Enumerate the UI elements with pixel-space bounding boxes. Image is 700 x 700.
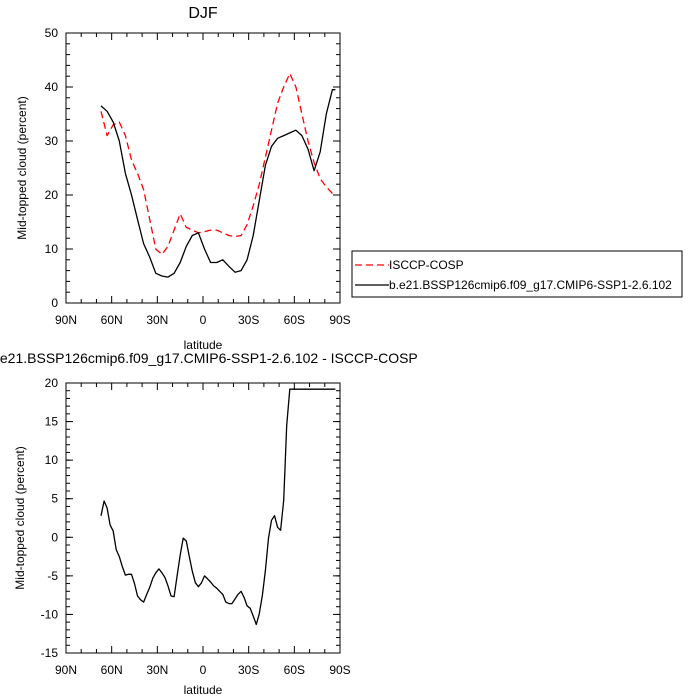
y-tick-label-1-6: 15 bbox=[45, 415, 59, 429]
x-tick-label-1-2: 30N bbox=[146, 663, 168, 677]
x-tick-label-0-5: 60S bbox=[284, 313, 305, 327]
series-line-0-0 bbox=[100, 72, 336, 256]
series-line-0-1 bbox=[100, 89, 336, 278]
y-tick-label-0-1: 10 bbox=[45, 242, 59, 256]
x-tick-label-1-5: 60S bbox=[284, 663, 305, 677]
top-chart-title: DJF bbox=[188, 5, 218, 22]
top-panel: DJF Mid-topped cloud (percent) latitude … bbox=[15, 5, 351, 352]
y-tick-label-1-4: 5 bbox=[51, 492, 58, 506]
y-tick-label-1-7: 20 bbox=[45, 376, 59, 390]
series-line-1-0 bbox=[100, 388, 336, 626]
plot-frame-0 bbox=[65, 32, 341, 304]
y-tick-label-1-0: -15 bbox=[41, 646, 59, 660]
x-tick-label-1-4: 30S bbox=[238, 663, 259, 677]
y-tick-label-0-0: 0 bbox=[51, 296, 58, 310]
legend-box bbox=[351, 250, 683, 298]
plot-frame-1 bbox=[65, 382, 341, 654]
legend-label-isccp: ISCCP-COSP bbox=[389, 258, 464, 272]
x-tick-label-0-2: 30N bbox=[146, 313, 168, 327]
top-plot-area: 90N 60N 30N 0 30S 60S 90S 0 10 20 30 40 50 bbox=[45, 26, 351, 327]
y-tick-label-1-1: -10 bbox=[41, 607, 59, 621]
bottom-panel: b.e21.BSSP126cmip6.f09_g17.CMIP6-SSP1-2.… bbox=[0, 350, 418, 697]
top-y-axis-label: Mid-topped cloud (percent) bbox=[15, 96, 29, 239]
x-tick-label-1-1: 60N bbox=[101, 663, 123, 677]
x-tick-label-1-6: 90S bbox=[329, 663, 350, 677]
bottom-y-axis-label: Mid-topped cloud (percent) bbox=[13, 446, 27, 589]
x-tick-label-0-4: 30S bbox=[238, 313, 259, 327]
x-tick-label-0-1: 60N bbox=[101, 313, 123, 327]
legend-label-model: b.e21.BSSP126cmip6.f09_g17.CMIP6-SSP1-2.… bbox=[389, 278, 672, 292]
x-tick-label-0-6: 90S bbox=[329, 313, 350, 327]
y-tick-label-0-3: 30 bbox=[45, 134, 59, 148]
bottom-plot-area: 90N 60N 30N 0 30S 60S 90S -15 -10 -5 0 5 10 15 20 bbox=[41, 376, 351, 677]
bottom-x-axis-label: latitude bbox=[184, 683, 223, 697]
y-tick-label-0-4: 40 bbox=[45, 80, 59, 94]
top-x-axis-label: latitude bbox=[184, 338, 223, 352]
y-tick-label-1-5: 10 bbox=[45, 453, 59, 467]
x-tick-label-1-0: 90N bbox=[55, 663, 77, 677]
bottom-chart-title: b.e21.BSSP126cmip6.f09_g17.CMIP6-SSP1-2.… bbox=[0, 350, 418, 366]
y-tick-label-1-2: -5 bbox=[47, 569, 58, 583]
y-tick-label-1-3: 0 bbox=[51, 530, 58, 544]
x-tick-label-0-3: 0 bbox=[200, 313, 207, 327]
legend: ISCCP-COSP b.e21.BSSP126cmip6.f09_g17.CM… bbox=[351, 250, 683, 298]
y-tick-label-0-5: 50 bbox=[45, 26, 59, 40]
x-tick-label-1-3: 0 bbox=[200, 663, 207, 677]
x-tick-label-0-0: 90N bbox=[55, 313, 77, 327]
y-tick-label-0-2: 20 bbox=[45, 188, 59, 202]
